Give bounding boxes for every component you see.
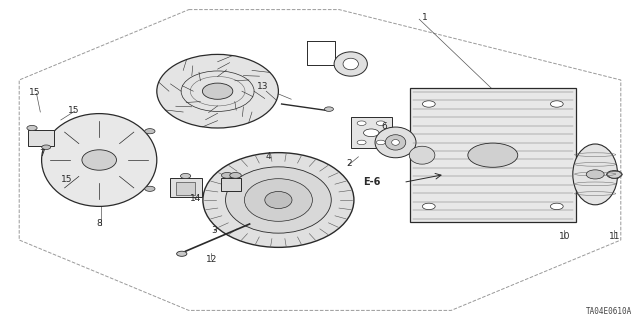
Bar — [28, 130, 54, 146]
Ellipse shape — [573, 144, 618, 205]
Circle shape — [180, 173, 191, 179]
Text: 11: 11 — [609, 232, 620, 241]
Circle shape — [357, 140, 366, 145]
Ellipse shape — [334, 52, 367, 76]
Text: 10: 10 — [559, 232, 570, 241]
Ellipse shape — [468, 143, 518, 167]
Circle shape — [364, 129, 379, 137]
Text: 15: 15 — [68, 106, 79, 115]
Text: 4: 4 — [266, 152, 271, 161]
Circle shape — [550, 101, 563, 107]
Bar — [410, 88, 576, 222]
Ellipse shape — [375, 127, 416, 158]
Ellipse shape — [343, 58, 358, 70]
Text: 13: 13 — [257, 82, 268, 91]
Text: 15: 15 — [61, 175, 73, 184]
Circle shape — [230, 172, 241, 178]
Text: 14: 14 — [189, 194, 201, 203]
Circle shape — [550, 203, 563, 210]
Circle shape — [221, 172, 233, 178]
Text: 8: 8 — [97, 220, 102, 228]
Circle shape — [422, 101, 435, 107]
Circle shape — [42, 145, 51, 149]
Text: 12: 12 — [205, 255, 217, 264]
Ellipse shape — [145, 186, 155, 191]
Circle shape — [357, 121, 366, 125]
Circle shape — [27, 125, 37, 131]
Bar — [221, 178, 241, 191]
Ellipse shape — [385, 135, 406, 150]
Bar — [351, 117, 392, 148]
Text: 15: 15 — [29, 88, 41, 97]
Ellipse shape — [82, 150, 116, 170]
Circle shape — [324, 107, 333, 111]
Ellipse shape — [392, 140, 399, 145]
Ellipse shape — [42, 114, 157, 206]
Ellipse shape — [225, 167, 332, 233]
Ellipse shape — [586, 170, 604, 179]
Ellipse shape — [265, 191, 292, 209]
Text: 3: 3 — [212, 226, 217, 235]
Text: E-6: E-6 — [364, 177, 381, 188]
Ellipse shape — [203, 153, 354, 247]
Ellipse shape — [244, 179, 312, 221]
Circle shape — [177, 251, 187, 256]
Ellipse shape — [157, 54, 278, 128]
Text: TA04E0610A: TA04E0610A — [586, 307, 632, 316]
Ellipse shape — [202, 83, 233, 99]
Bar — [170, 178, 202, 197]
Ellipse shape — [145, 129, 155, 134]
Text: 6: 6 — [381, 122, 387, 131]
Text: 7: 7 — [39, 149, 44, 158]
Bar — [176, 182, 195, 195]
Circle shape — [422, 203, 435, 210]
Circle shape — [607, 171, 622, 178]
Ellipse shape — [410, 146, 435, 164]
Text: 2: 2 — [346, 159, 351, 168]
Circle shape — [376, 121, 385, 125]
Circle shape — [376, 140, 385, 145]
Text: 1: 1 — [422, 13, 428, 22]
